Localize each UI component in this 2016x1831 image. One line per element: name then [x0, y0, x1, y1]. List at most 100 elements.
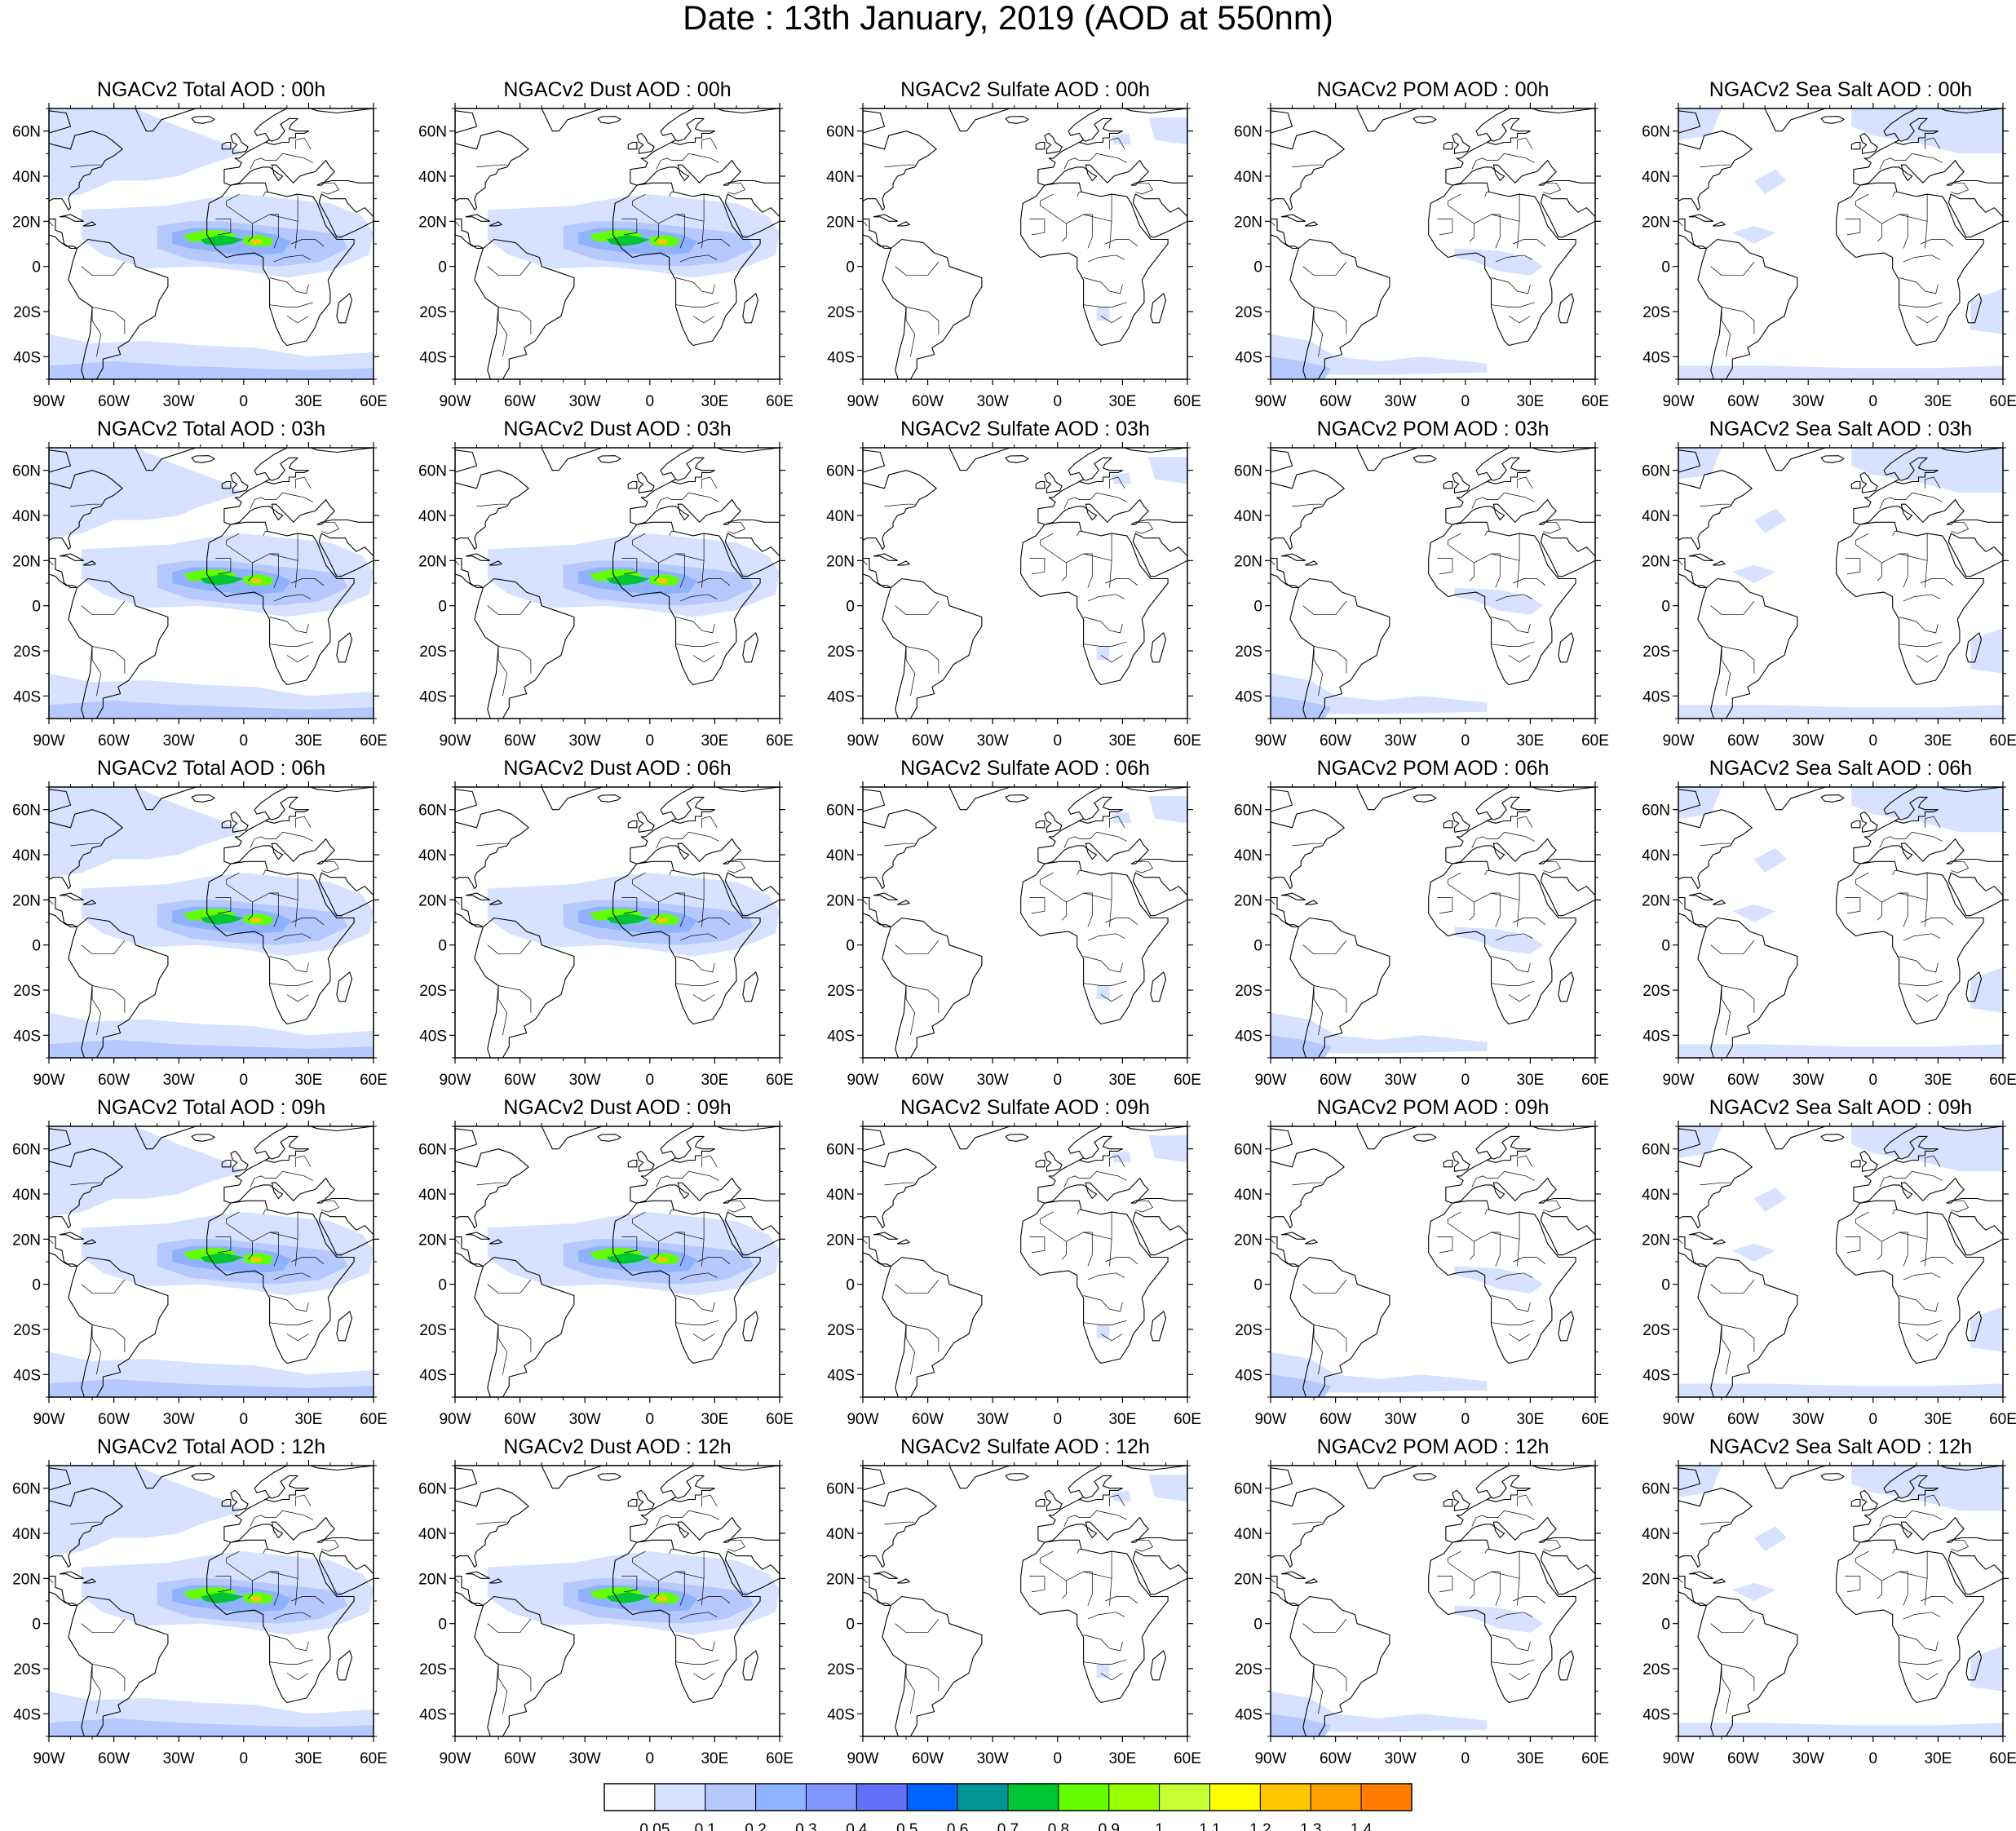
coastline-ireland	[1035, 820, 1046, 829]
country-border	[1855, 544, 1928, 564]
country-border	[1495, 254, 1533, 263]
colorbar-label: 0.7	[997, 1821, 1019, 1831]
lat-label: 0	[1661, 938, 1670, 955]
map-plot-area	[1271, 108, 1595, 379]
coastline-cuba	[465, 892, 491, 900]
country-border	[1487, 831, 1535, 842]
country-border	[273, 1612, 312, 1620]
country-border	[884, 164, 915, 168]
coastline-hispaniola	[82, 1578, 96, 1584]
lat-label: 40N	[1234, 1526, 1262, 1543]
lon-label: 60W	[1320, 1750, 1351, 1767]
aod-contour-hot2	[200, 573, 244, 586]
coastline-north-america	[1678, 110, 1753, 211]
country-border	[1313, 985, 1324, 1036]
map-panel-pom-r4: NGACv2 POM AOD : 12h 60N 40N 20N 0 20S 40S 90W 6…	[1234, 1435, 1609, 1767]
country-border	[70, 843, 101, 847]
country-border	[1083, 1659, 1127, 1665]
country-border	[226, 1550, 240, 1563]
coastline-britain	[636, 471, 655, 493]
country-border	[675, 980, 719, 986]
country-border	[286, 994, 309, 1002]
lon-label: 60W	[98, 1750, 130, 1767]
country-border	[1894, 831, 1943, 842]
map-panel-dust-r0: NGACv2 Dust AOD : 00h 60N 40N 20N 0 20S 40S 90W…	[418, 78, 794, 410]
country-border	[455, 1238, 460, 1245]
country-border	[1063, 1515, 1080, 1527]
coastline-britain	[230, 132, 249, 154]
aod-contour-southCore	[49, 1378, 374, 1397]
lat-label: 20S	[827, 644, 855, 661]
coastline-ireland	[627, 1498, 638, 1507]
country-border	[1894, 492, 1943, 502]
coastline-iceland	[1413, 1473, 1437, 1481]
lon-label: 30E	[701, 1411, 728, 1428]
coastline-north-america	[863, 1467, 937, 1568]
country-border	[632, 883, 705, 903]
map-plot-area	[1678, 787, 2003, 1058]
aod-contour-sfcCentral	[1112, 472, 1131, 484]
lat-label: 40N	[418, 169, 447, 186]
colorbar-label: 0.8	[1048, 1821, 1069, 1831]
country-border	[1495, 594, 1533, 602]
country-border	[675, 1320, 719, 1325]
country-border	[632, 1211, 646, 1223]
lon-label: 30E	[1924, 1072, 1952, 1089]
map-background	[863, 1126, 1187, 1397]
lat-label: 60N	[418, 463, 447, 480]
lat-label: 40N	[1234, 1187, 1262, 1204]
lat-label: 0	[32, 599, 41, 616]
country-border	[1513, 1596, 1546, 1604]
country-border	[632, 544, 705, 564]
coastline-cuba	[59, 1571, 85, 1579]
country-border	[269, 1232, 279, 1267]
country-border	[863, 1577, 868, 1584]
aod-contour-sfcAfrica	[1096, 1325, 1110, 1339]
map-plot-area	[1271, 1126, 1595, 1397]
coastline-hispaniola	[896, 560, 910, 566]
lon-label: 90W	[1662, 1411, 1694, 1428]
map-panel-seasalt-r4: NGACv2 Sea Salt AOD : 12h 60N 40N 20N 0 20S 40…	[1642, 1435, 2016, 1767]
lon-label: 60W	[1727, 1072, 1759, 1089]
country-border	[476, 843, 507, 847]
country-border	[265, 153, 313, 163]
lat-label: 40S	[419, 688, 447, 705]
lon-label: 0	[1054, 1750, 1063, 1767]
coastline-africa	[1428, 1539, 1576, 1704]
coastline-iceland	[1413, 455, 1437, 463]
map-panel-total-r1: NGACv2 Total AOD : 03h 60N 40N 20N 0 20S 40S 90…	[12, 418, 387, 750]
lat-label: 60N	[12, 803, 41, 820]
lon-label: 90W	[847, 1411, 878, 1428]
lon-label: 60W	[1727, 1411, 1759, 1428]
country-border	[1903, 254, 1941, 263]
country-border	[1899, 892, 1908, 927]
coastline-greenland	[540, 787, 603, 811]
country-border	[1491, 1571, 1501, 1606]
lat-label: 0	[1253, 1277, 1262, 1294]
lon-label: 90W	[1254, 1411, 1286, 1428]
country-border	[1029, 1576, 1046, 1593]
country-border	[1678, 899, 1683, 905]
country-border	[1700, 1521, 1731, 1525]
lon-label: 0	[1054, 1072, 1063, 1089]
country-border	[291, 918, 325, 926]
lat-label: 20N	[12, 1232, 41, 1249]
panel-title: NGACv2 Sulfate AOD : 03h	[900, 418, 1150, 440]
lat-label: 0	[846, 259, 855, 276]
lat-label: 40N	[1642, 508, 1670, 525]
country-border	[1040, 872, 1054, 884]
coastline-greenland	[134, 1466, 197, 1489]
country-border	[1109, 194, 1112, 249]
coastline-arabia	[319, 1550, 374, 1595]
lon-label: 60W	[1320, 1411, 1351, 1428]
country-border	[895, 261, 939, 276]
country-border	[247, 1581, 253, 1599]
map-background	[1271, 1466, 1595, 1736]
lat-label: 60N	[12, 1142, 41, 1159]
aod-contour-sfcCentral	[1112, 1490, 1131, 1502]
coastline-hispaniola	[82, 1239, 96, 1245]
country-border	[1903, 594, 1941, 602]
panel-title: NGACv2 Sulfate AOD : 12h	[900, 1435, 1150, 1458]
aod-contour-smallEast	[1148, 457, 1187, 484]
country-border	[675, 1634, 715, 1652]
